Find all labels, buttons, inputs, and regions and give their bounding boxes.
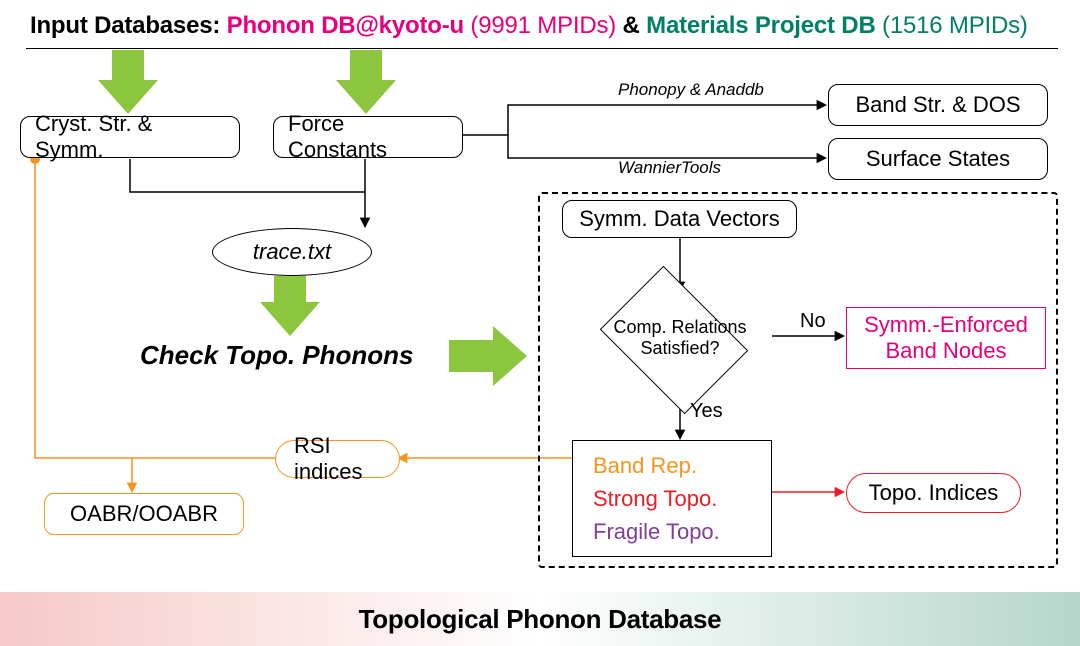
node-trace-label: trace.txt (253, 239, 331, 265)
node-surface-label: Surface States (866, 146, 1010, 172)
green-arrow-4-icon (449, 326, 527, 386)
node-surface-states: Surface States (828, 138, 1048, 180)
edge-label-no: No (800, 310, 826, 333)
node-symm-enforced: Symm.-Enforced Band Nodes (846, 307, 1046, 369)
green-arrow-2-icon (336, 50, 396, 114)
node-topo-indices: Topo. Indices (846, 473, 1021, 513)
result-strong-topo: Strong Topo. (593, 482, 757, 515)
node-cryst: Cryst. Str. & Symm. (20, 116, 240, 158)
node-symm-vectors-label: Symm. Data Vectors (579, 206, 780, 232)
oabr-label: OABR/OOABR (70, 501, 218, 527)
green-arrow-1-icon (98, 50, 158, 114)
edge-label-wannier: WannierTools (618, 158, 721, 178)
green-arrow-3-icon (260, 276, 320, 336)
topo-indices-label: Topo. Indices (869, 480, 999, 506)
node-force: Force Constants (273, 116, 463, 158)
result-band-rep: Band Rep. (593, 449, 757, 482)
result-fragile-topo: Fragile Topo. (593, 515, 757, 548)
edge-label-phonopy: Phonopy & Anaddb (618, 80, 764, 100)
footer-title: Topological Phonon Database (359, 604, 722, 635)
node-bandstr-label: Band Str. & DOS (855, 92, 1020, 118)
node-topo-results: Band Rep. Strong Topo. Fragile Topo. (572, 440, 772, 557)
symm-enf-line2: Band Nodes (885, 338, 1006, 363)
decision-line1: Comp. Relations (613, 317, 746, 337)
decision-text: Comp. Relations Satisfied? (585, 317, 775, 359)
node-cryst-label: Cryst. Str. & Symm. (35, 111, 225, 163)
node-force-label: Force Constants (288, 111, 448, 163)
rsi-label: RSI indices (294, 433, 381, 485)
node-symm-vectors: Symm. Data Vectors (562, 200, 797, 238)
node-oabr: OABR/OOABR (44, 493, 244, 535)
node-bandstr-dos: Band Str. & DOS (828, 84, 1048, 126)
symm-enf-line1: Symm.-Enforced (864, 312, 1028, 337)
footer-bar: Topological Phonon Database (0, 592, 1080, 646)
edge-label-yes: Yes (690, 400, 723, 423)
node-trace: trace.txt (212, 228, 372, 276)
decision-line2: Satisfied? (640, 338, 719, 358)
check-topo-label: Check Topo. Phonons (140, 340, 413, 371)
node-rsi-indices: RSI indices (275, 440, 400, 478)
